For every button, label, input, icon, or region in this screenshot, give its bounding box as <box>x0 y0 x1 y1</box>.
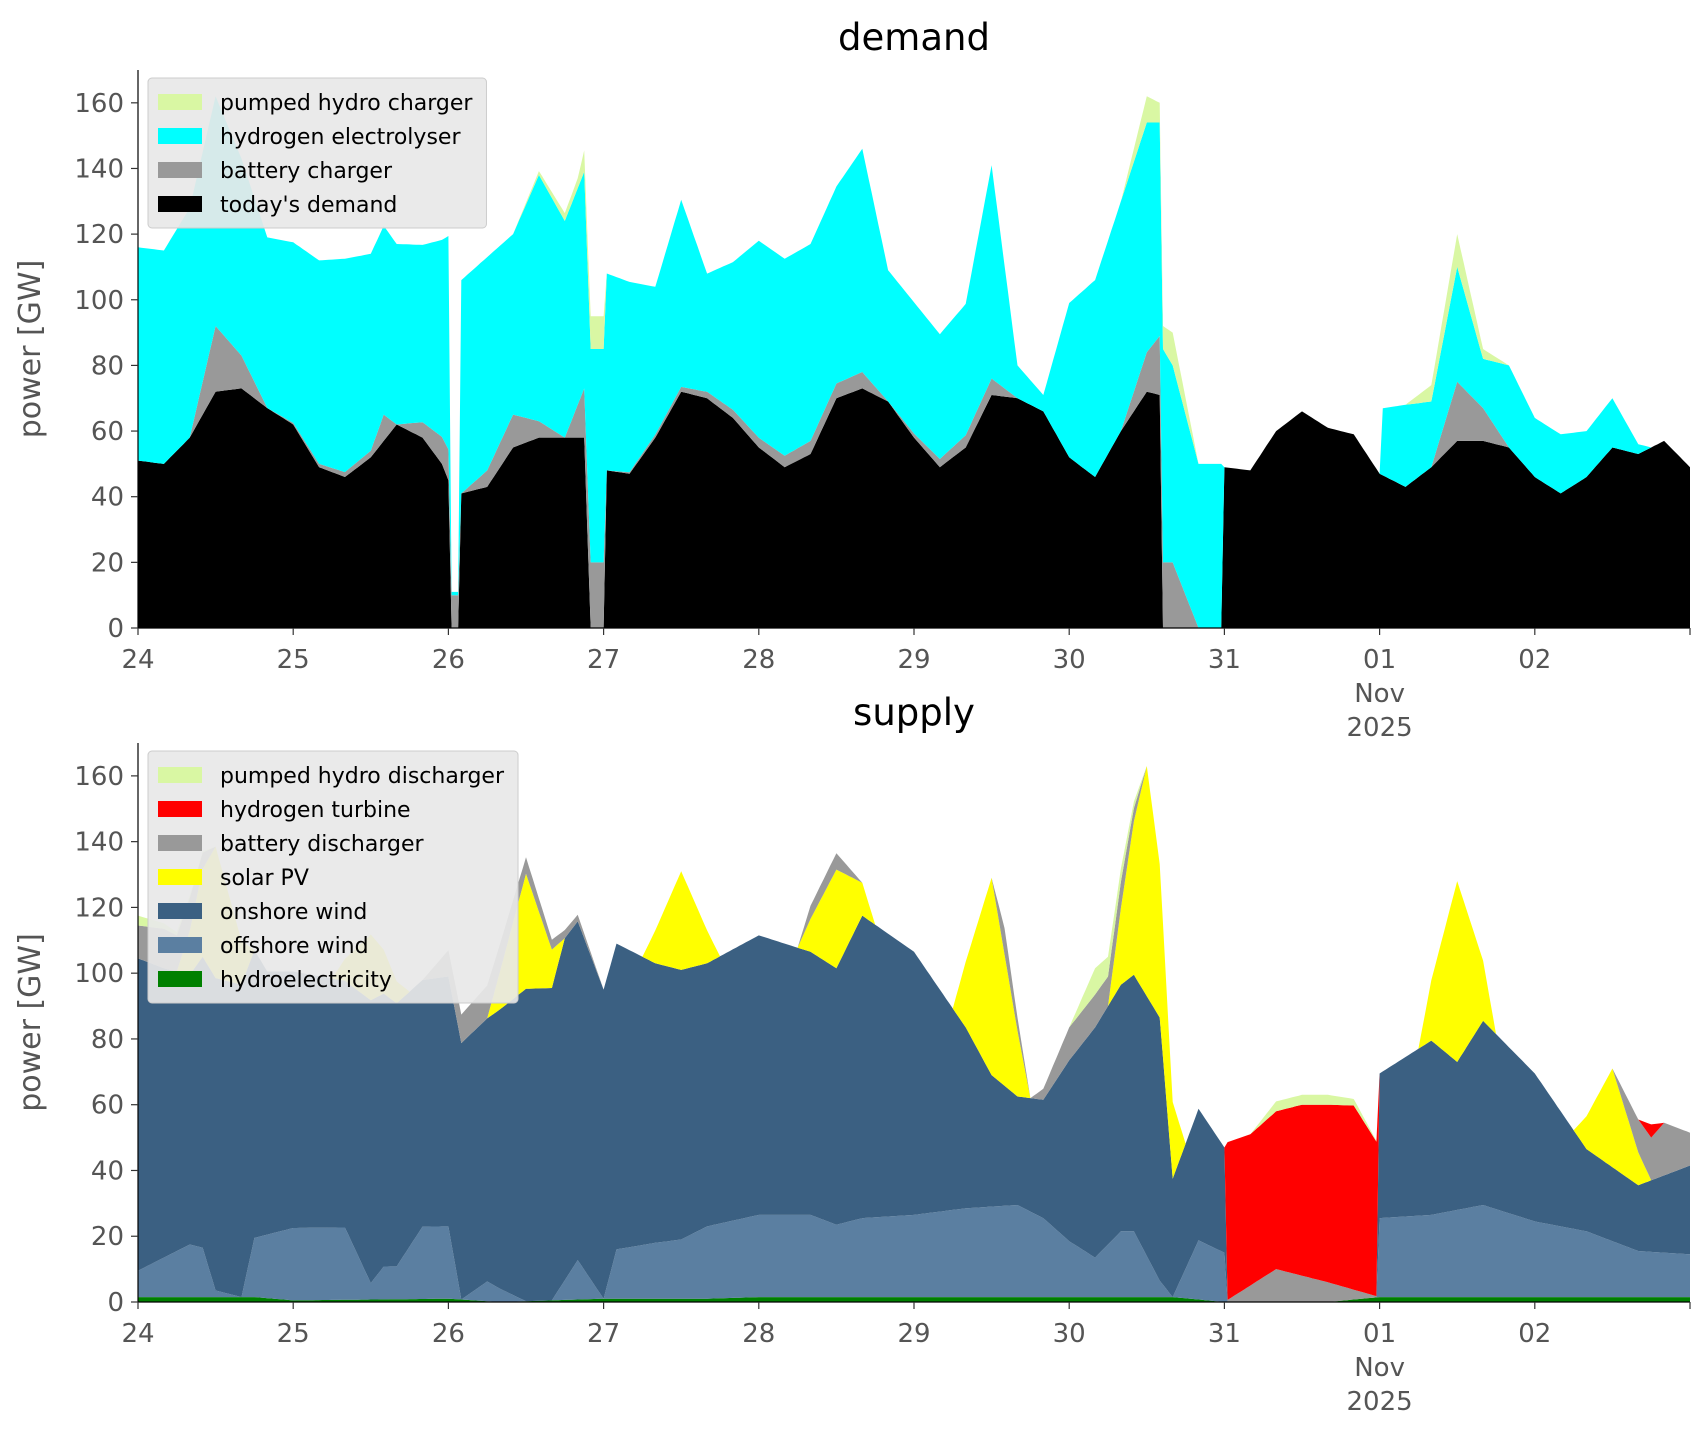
y-tick-label: 100 <box>74 286 124 316</box>
x-tick-label: 29 <box>897 1319 930 1349</box>
demand-ylabel: power [GW] <box>13 260 48 439</box>
x-tick-label: 31 <box>1208 645 1241 675</box>
y-tick-label: 40 <box>91 1156 124 1186</box>
y-tick-label: 80 <box>91 351 124 381</box>
legend-swatch-battery-charger <box>158 162 202 178</box>
y-tick-label: 60 <box>91 417 124 447</box>
legend-swatch-pumped-hydro-discharger <box>158 767 202 783</box>
demand-panel: demand power [GW] 0204060801001201401602… <box>13 16 1691 743</box>
x-tick-label: 02 <box>1518 1319 1551 1349</box>
legend-label-hydrogen-turbine: hydrogen turbine <box>220 798 411 823</box>
legend-label-pumped-hydro-discharger: pumped hydro discharger <box>220 764 505 789</box>
legend-label-hydroelectricity: hydroelectricity <box>220 968 392 993</box>
x-tick-label: 29 <box>897 645 930 675</box>
x-tick-label: 02 <box>1518 645 1551 675</box>
legend-box <box>147 77 487 229</box>
y-tick-label: 80 <box>91 1025 124 1055</box>
legend-label-hydrogen-electrolyser: hydrogen electrolyser <box>220 125 461 150</box>
x-tick-label: 27 <box>587 1319 620 1349</box>
x-tick-label: 30 <box>1053 645 1086 675</box>
area-offshore-wind <box>138 1205 1690 1302</box>
x-tick-sublabel: 2025 <box>1347 1387 1413 1417</box>
x-tick-label: 24 <box>121 1319 154 1349</box>
y-tick-label: 0 <box>107 1288 124 1318</box>
y-tick-label: 100 <box>74 959 124 989</box>
x-tick-sublabel: Nov <box>1354 1353 1405 1383</box>
y-tick-label: 140 <box>74 154 124 184</box>
x-tick-label: 24 <box>121 645 154 675</box>
demand-title: demand <box>838 16 990 59</box>
legend-swatch-battery-discharger <box>158 835 202 851</box>
legend-label-today-s-demand: today's demand <box>220 193 397 218</box>
legend-swatch-hydrogen-turbine <box>158 801 202 817</box>
y-tick-label: 120 <box>74 220 124 250</box>
x-tick-label: 26 <box>432 645 465 675</box>
supply-panel: supply power [GW] 0204060801001201401602… <box>13 691 1691 1417</box>
y-tick-label: 140 <box>74 828 124 858</box>
area-onshore-wind <box>138 915 1690 1302</box>
y-tick-label: 160 <box>74 762 124 792</box>
legend-label-pumped-hydro-charger: pumped hydro charger <box>220 91 473 116</box>
supply-areas <box>138 766 1690 1302</box>
demand-legend: pumped hydro charger hydrogen electrolyse… <box>147 77 487 229</box>
supply-title: supply <box>853 691 975 734</box>
y-tick-label: 0 <box>107 614 124 644</box>
legend-box <box>147 750 519 1004</box>
legend-swatch-hydrogen-electrolyser <box>158 128 202 144</box>
demand-areas <box>138 96 1690 629</box>
x-tick-sublabel: 2025 <box>1347 713 1413 743</box>
supply-ylabel: power [GW] <box>13 933 48 1112</box>
y-tick-label: 20 <box>91 548 124 578</box>
legend-swatch-offshore-wind <box>158 937 202 953</box>
x-tick-label: 30 <box>1053 1319 1086 1349</box>
legend-swatch-today-s-demand <box>158 196 202 212</box>
area-hydrogen-electrolyser <box>138 96 1690 629</box>
x-tick-label: 25 <box>277 1319 310 1349</box>
area-today-s-demand <box>138 388 1690 628</box>
y-tick-label: 40 <box>91 483 124 513</box>
legend-swatch-pumped-hydro-charger <box>158 94 202 110</box>
y-tick-label: 160 <box>74 89 124 119</box>
legend-label-solar-pv: solar PV <box>220 866 309 891</box>
x-tick-label: 28 <box>742 645 775 675</box>
area-solar-pv <box>138 766 1690 1302</box>
y-tick-label: 120 <box>74 893 124 923</box>
legend-label-battery-discharger: battery discharger <box>220 832 425 857</box>
legend-swatch-solar-pv <box>158 869 202 885</box>
legend-swatch-onshore-wind <box>158 903 202 919</box>
x-tick-label: 25 <box>277 645 310 675</box>
legend-label-offshore-wind: offshore wind <box>220 934 369 959</box>
x-tick-label: 28 <box>742 1319 775 1349</box>
legend-label-battery-charger: battery charger <box>220 159 393 184</box>
legend-label-onshore-wind: onshore wind <box>220 900 367 925</box>
x-tick-label: 27 <box>587 645 620 675</box>
y-tick-label: 20 <box>91 1222 124 1252</box>
area-hydroelectricity <box>138 1297 1690 1302</box>
legend-swatch-hydroelectricity <box>158 971 202 987</box>
x-tick-label: 31 <box>1208 1319 1241 1349</box>
x-tick-label: 01 <box>1363 645 1396 675</box>
area-battery-charger <box>138 326 1690 628</box>
supply-legend: pumped hydro discharger hydrogen turbine b… <box>147 750 519 1004</box>
x-tick-label: 01 <box>1363 1319 1396 1349</box>
area-hydrogen-turbine <box>138 766 1690 1300</box>
y-tick-label: 60 <box>91 1091 124 1121</box>
x-tick-sublabel: Nov <box>1354 679 1405 709</box>
x-tick-label: 26 <box>432 1319 465 1349</box>
